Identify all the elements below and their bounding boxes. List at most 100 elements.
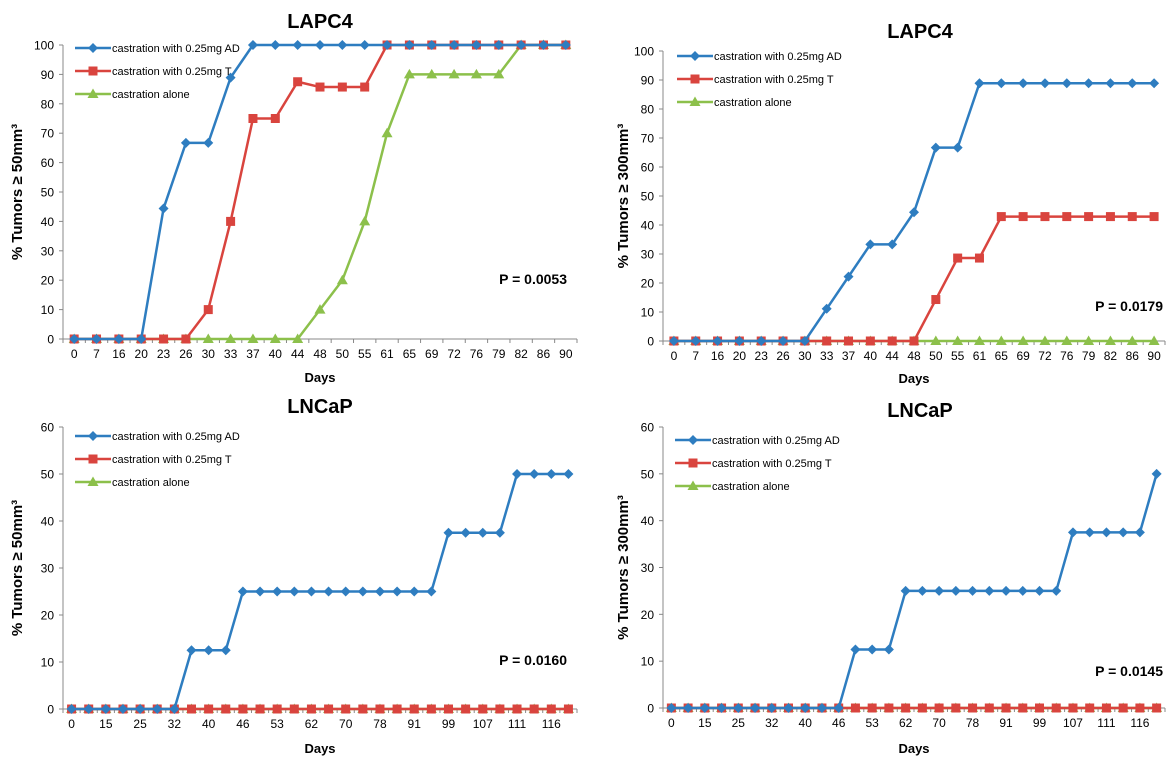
data-point bbox=[1152, 703, 1162, 713]
legend-label: castration with 0.25mg AD bbox=[112, 43, 240, 55]
data-point bbox=[1101, 703, 1111, 713]
x-tick-label: 26 bbox=[179, 347, 193, 361]
data-point bbox=[953, 253, 963, 263]
y-tick-label: 10 bbox=[41, 303, 55, 317]
legend-label: castration alone bbox=[712, 481, 790, 493]
chart-panel-4: LNCaP 0 10 20 30 40 50 60 0 15 25 32 40 46 53 62 70 78 91 9… bbox=[615, 400, 1166, 756]
data-point bbox=[392, 586, 403, 597]
data-point bbox=[867, 644, 878, 655]
data-point bbox=[292, 40, 303, 50]
data-point bbox=[996, 78, 1007, 89]
data-point bbox=[850, 703, 860, 713]
data-point bbox=[821, 303, 832, 314]
x-tick-label: 78 bbox=[966, 716, 980, 730]
x-tick-label: 16 bbox=[112, 347, 126, 361]
legend-marker bbox=[88, 66, 98, 76]
data-point bbox=[1151, 468, 1162, 479]
data-point bbox=[833, 703, 844, 713]
y-tick-label: 80 bbox=[41, 97, 55, 111]
y-tick-label: 0 bbox=[47, 333, 54, 347]
data-point bbox=[934, 703, 944, 713]
legend: castration with 0.25mg AD castration with… bbox=[677, 51, 842, 109]
data-point bbox=[950, 585, 961, 596]
y-tick-label: 20 bbox=[41, 609, 55, 623]
legend-entry: castration with 0.25mg T bbox=[75, 66, 232, 78]
data-point bbox=[392, 704, 402, 714]
data-point bbox=[374, 586, 385, 597]
data-point bbox=[843, 271, 854, 282]
data-point bbox=[1104, 335, 1116, 345]
y-tick-label: 50 bbox=[41, 468, 55, 482]
data-point bbox=[900, 585, 911, 596]
data-point bbox=[426, 704, 436, 714]
data-point bbox=[1127, 212, 1137, 222]
y-tick-label: 50 bbox=[641, 467, 655, 481]
legend-marker bbox=[690, 74, 700, 84]
chart-title: LAPC4 bbox=[887, 21, 953, 43]
data-point bbox=[324, 704, 334, 714]
data-point bbox=[221, 704, 231, 714]
y-axis-title: % Tumors ≥ 50mm³ bbox=[9, 124, 26, 260]
data-point bbox=[1035, 703, 1044, 713]
data-point bbox=[1068, 703, 1078, 713]
data-point bbox=[358, 704, 368, 714]
data-point bbox=[1126, 335, 1138, 345]
x-axis-title: Days bbox=[898, 741, 929, 756]
x-tick-label: 79 bbox=[1082, 349, 1096, 363]
data-point bbox=[426, 586, 437, 597]
x-tick-label: 111 bbox=[508, 717, 527, 731]
data-point bbox=[529, 704, 539, 714]
y-tick-label: 10 bbox=[641, 306, 655, 320]
legend-label: castration alone bbox=[714, 97, 792, 109]
series-line bbox=[673, 215, 1155, 343]
data-point bbox=[974, 78, 985, 89]
data-point bbox=[690, 336, 701, 346]
data-point bbox=[844, 336, 854, 346]
x-tick-label: 20 bbox=[733, 349, 747, 363]
data-point bbox=[337, 82, 347, 92]
chart-panel-3: LNCaP 0 10 20 30 40 50 60 0 15 25 32 40 46 53 62 70 78 91 9… bbox=[9, 396, 578, 756]
data-point bbox=[800, 703, 811, 713]
data-point bbox=[426, 68, 438, 79]
y-tick-label: 40 bbox=[41, 515, 55, 529]
y-axis-title: % Tumors ≥ 300mm³ bbox=[615, 495, 632, 640]
data-point bbox=[716, 703, 727, 713]
legend-label: castration with 0.25mg T bbox=[112, 454, 232, 466]
y-tick-label: 60 bbox=[641, 161, 655, 175]
data-point bbox=[1084, 527, 1095, 538]
data-point bbox=[1105, 212, 1115, 222]
data-point bbox=[968, 703, 978, 713]
x-tick-label: 40 bbox=[864, 349, 878, 363]
x-tick-label: 62 bbox=[305, 717, 319, 731]
y-tick-label: 30 bbox=[41, 244, 55, 258]
x-tick-label: 70 bbox=[339, 717, 353, 731]
x-tick-label: 90 bbox=[559, 347, 573, 361]
legend-entry: castration alone bbox=[75, 88, 190, 101]
data-point bbox=[381, 127, 393, 138]
x-tick-label: 50 bbox=[336, 347, 350, 361]
data-point bbox=[449, 40, 460, 50]
legend-marker bbox=[687, 480, 699, 490]
x-tick-label: 48 bbox=[313, 347, 327, 361]
x-tick-label: 37 bbox=[246, 347, 260, 361]
data-point bbox=[917, 703, 927, 713]
data-point bbox=[375, 704, 385, 714]
legend-label: castration alone bbox=[112, 477, 190, 489]
data-point bbox=[247, 40, 258, 50]
data-point bbox=[984, 585, 995, 596]
x-tick-label: 107 bbox=[473, 717, 493, 731]
data-point bbox=[1067, 527, 1078, 538]
data-point bbox=[494, 527, 505, 538]
y-tick-label: 60 bbox=[41, 421, 55, 435]
data-point bbox=[409, 704, 419, 714]
data-point bbox=[247, 333, 259, 343]
data-point bbox=[91, 334, 102, 344]
data-point bbox=[1034, 585, 1045, 596]
data-point bbox=[1018, 212, 1028, 222]
data-point bbox=[1148, 335, 1160, 345]
y-tick-label: 40 bbox=[641, 219, 655, 233]
x-tick-label: 99 bbox=[442, 717, 456, 731]
data-point bbox=[1149, 78, 1160, 89]
x-tick-label: 0 bbox=[671, 349, 678, 363]
